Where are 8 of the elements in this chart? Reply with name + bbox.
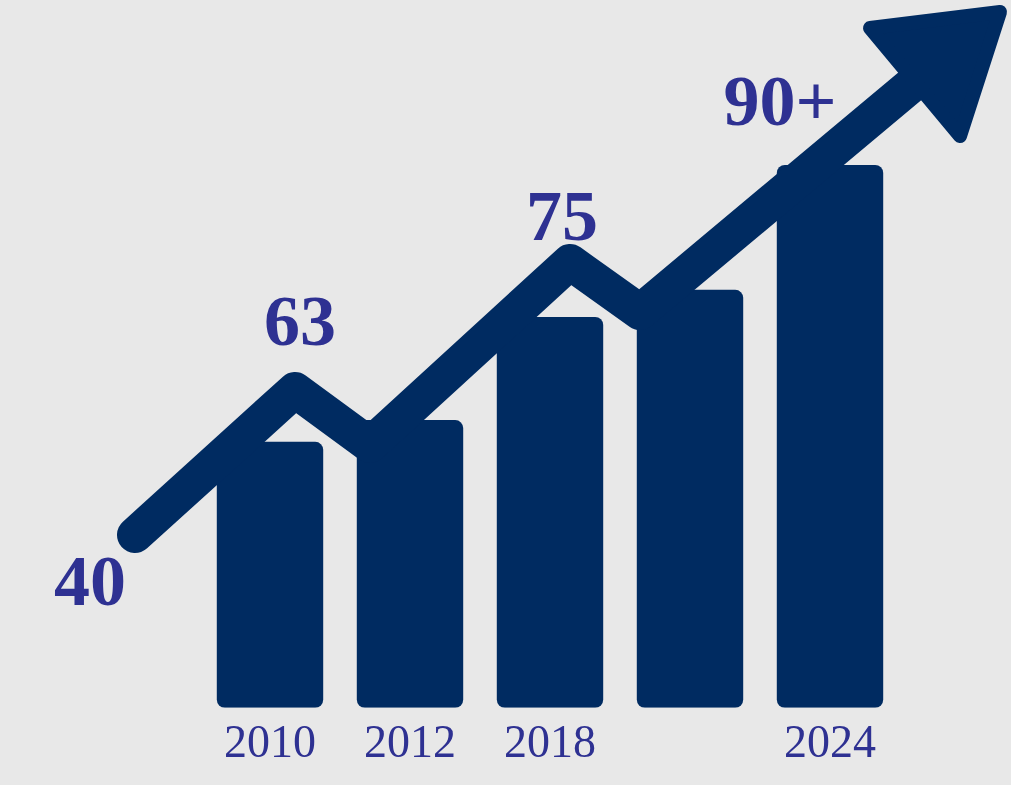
text: 90+ <box>723 61 837 141</box>
x-tick-label: 2012 <box>364 716 456 768</box>
annotation: 75 <box>526 176 598 256</box>
annotation: 63 <box>264 281 336 361</box>
x-tick-label: 2018 <box>504 716 596 768</box>
text: 40 <box>54 541 126 621</box>
x-tick-label: 2010 <box>224 716 316 768</box>
x-tick-label: 2024 <box>784 716 876 768</box>
